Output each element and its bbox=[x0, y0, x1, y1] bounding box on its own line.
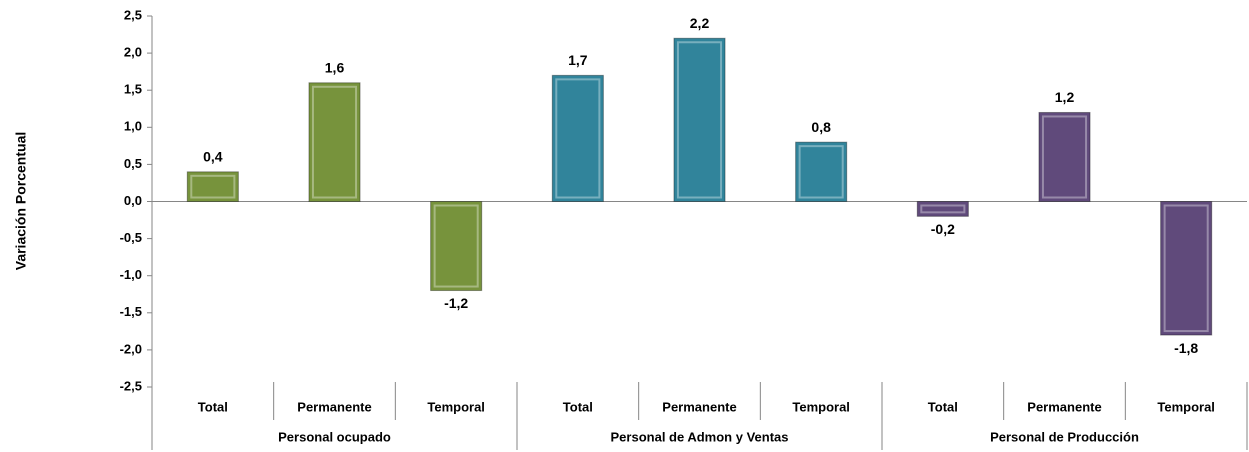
bar-bevel bbox=[311, 85, 358, 199]
bar bbox=[673, 37, 726, 203]
bar-bevel bbox=[798, 145, 844, 199]
bar bbox=[916, 201, 969, 217]
value-label: 0,8 bbox=[811, 119, 831, 135]
y-tick-label: -1,0 bbox=[120, 267, 142, 282]
x-tick-label: Temporal bbox=[427, 399, 485, 414]
y-tick-label: 0,5 bbox=[124, 156, 142, 171]
value-label: -1,8 bbox=[1174, 340, 1198, 356]
bar-bevel bbox=[433, 204, 479, 288]
x-tick-label: Temporal bbox=[792, 399, 850, 414]
bar-bevel bbox=[676, 41, 723, 199]
value-label: 0,4 bbox=[203, 149, 223, 165]
bar bbox=[795, 141, 848, 202]
value-label: 2,2 bbox=[690, 15, 710, 31]
x-tick-label: Total bbox=[198, 399, 228, 414]
bar bbox=[430, 201, 483, 292]
y-tick-label: -1,5 bbox=[120, 304, 142, 319]
x-tick-label: Total bbox=[928, 399, 958, 414]
bar-bevel bbox=[920, 204, 966, 214]
y-tick-label: -0,5 bbox=[120, 230, 142, 245]
y-axis-label: Variación Porcentual bbox=[13, 132, 29, 271]
y-tick-label: 1,0 bbox=[124, 119, 142, 134]
group-label: Personal de Producción bbox=[990, 429, 1139, 444]
x-tick-label: Permanente bbox=[662, 399, 736, 414]
y-tick-label: 2,5 bbox=[124, 7, 142, 22]
x-tick-label: Total bbox=[563, 399, 593, 414]
value-label: 1,2 bbox=[1055, 89, 1075, 105]
bar bbox=[551, 74, 604, 202]
y-tick-label: -2,5 bbox=[120, 378, 142, 393]
bar bbox=[308, 82, 361, 202]
y-tick-label: 2,0 bbox=[124, 45, 142, 60]
value-label: 1,6 bbox=[325, 59, 345, 75]
bar bbox=[186, 171, 239, 203]
bar bbox=[1038, 111, 1091, 202]
y-tick-label: 0,0 bbox=[124, 193, 142, 208]
bar-bevel bbox=[1163, 204, 1209, 333]
y-tick-label: 1,5 bbox=[124, 82, 142, 97]
bar-bevel bbox=[1041, 115, 1088, 199]
group-label: Personal de Admon y Ventas bbox=[611, 429, 789, 444]
bar-bevel bbox=[555, 78, 601, 199]
y-tick-label: -2,0 bbox=[120, 341, 142, 356]
value-label: -0,2 bbox=[931, 221, 955, 237]
x-tick-label: Permanente bbox=[1027, 399, 1101, 414]
x-tick-label: Permanente bbox=[297, 399, 371, 414]
value-label: -1,2 bbox=[444, 295, 468, 311]
value-label: 1,7 bbox=[568, 52, 588, 68]
x-tick-label: Temporal bbox=[1157, 399, 1215, 414]
bar bbox=[1160, 201, 1213, 336]
group-label: Personal ocupado bbox=[278, 429, 391, 444]
bar-bevel bbox=[190, 174, 236, 199]
